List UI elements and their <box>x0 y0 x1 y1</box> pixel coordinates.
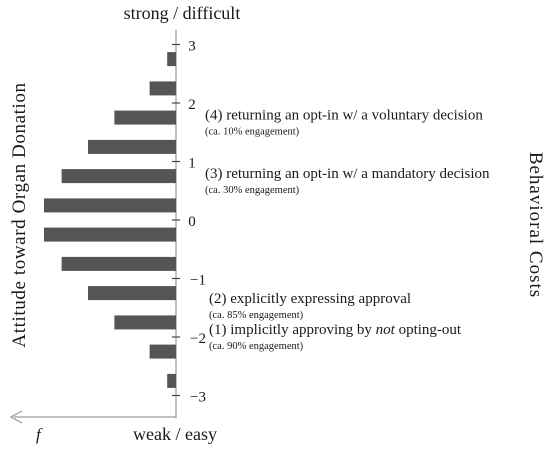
chart-bottom-label: weak / easy <box>133 424 217 444</box>
y-tick-label: 2 <box>188 97 196 113</box>
bar <box>167 52 176 67</box>
y-tick-label: −2 <box>190 331 206 347</box>
x-axis-arrow: f <box>9 410 176 444</box>
y-tick-label: −3 <box>190 390 206 406</box>
annotation-note: (ca. 10% engagement) <box>205 126 300 137</box>
annotation-text: (3) returning an opt-in w/ a mandatory d… <box>205 166 490 182</box>
bar <box>44 227 176 242</box>
bar <box>149 344 176 359</box>
x-axis-symbol: f <box>36 425 43 444</box>
annotations: (4) returning an opt-in w/ a voluntary d… <box>205 107 490 352</box>
annotation-text: (1) implicitly approving by not opting-o… <box>209 322 462 338</box>
bar <box>167 373 176 388</box>
y-tick-label: 0 <box>188 214 196 230</box>
bar <box>114 110 176 125</box>
bar <box>88 286 176 301</box>
y-tick-label: 1 <box>188 156 196 172</box>
bar <box>61 169 176 184</box>
annotation-text: (4) returning an opt-in w/ a voluntary d… <box>205 107 483 123</box>
annotation-note: (ca. 90% engagement) <box>209 341 304 352</box>
bar <box>44 198 176 213</box>
bar <box>61 256 176 271</box>
bars <box>44 52 176 388</box>
y-axis-label: Attitude toward Organ Donation <box>9 82 30 347</box>
y-tick-label: 3 <box>188 39 196 55</box>
right-axis-label: Behavioral Costs <box>525 152 546 298</box>
annotation-note: (ca. 30% engagement) <box>205 185 300 196</box>
bar <box>149 81 176 96</box>
bar <box>88 139 176 154</box>
x-axis-arrowhead <box>9 410 23 424</box>
chart-top-label: strong / difficult <box>124 3 241 23</box>
y-ticks: 3 2 1 0 −1 −2 −3 <box>172 39 206 406</box>
annotation-note: (ca. 85% engagement) <box>209 310 304 321</box>
bar <box>114 315 176 330</box>
annotation-text: (2) explicitly expressing approval <box>209 291 411 307</box>
y-tick-label: −1 <box>190 273 206 289</box>
